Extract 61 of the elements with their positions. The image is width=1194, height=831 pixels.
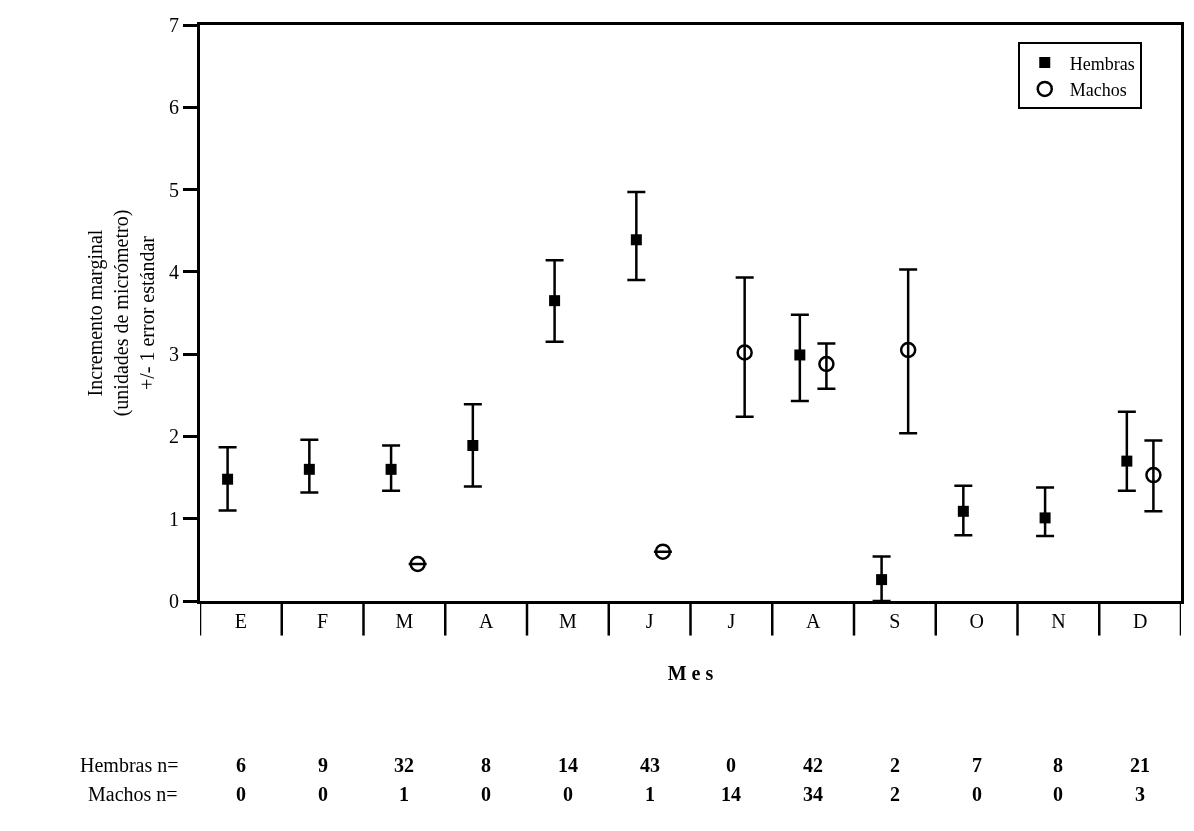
text: 8 <box>481 754 491 776</box>
text: 0 <box>1053 783 1063 805</box>
text: Machos n= <box>88 783 178 805</box>
text: 14 <box>721 783 741 805</box>
text: 0 <box>563 783 573 805</box>
point <box>630 234 642 246</box>
x-tick-label: A <box>805 610 821 632</box>
text: 32 <box>394 754 414 776</box>
point <box>222 473 234 485</box>
y-tick-label: 1 <box>169 507 179 530</box>
text: 0 <box>481 783 491 805</box>
text: 0 <box>972 783 982 805</box>
text: 21 <box>1130 754 1150 776</box>
point <box>876 574 888 586</box>
text: 34 <box>803 783 823 805</box>
text: 6 <box>236 754 246 776</box>
text: 2 <box>890 783 900 805</box>
x-tick-label: D <box>1132 610 1148 632</box>
point <box>957 505 969 517</box>
x-tick-label: E <box>234 610 247 632</box>
x-tick-label: J <box>727 610 736 632</box>
y-tick-label: 3 <box>169 343 179 366</box>
y-tick-label: 0 <box>169 590 179 612</box>
point <box>1121 455 1133 467</box>
text: 0 <box>236 783 246 805</box>
x-tick-label: J <box>645 610 654 632</box>
point <box>385 463 397 475</box>
x-tick-label: S <box>889 610 901 632</box>
y-axis-title: Incremento marginal (unidades de micrómetro) +/- 1 error estándar <box>83 209 158 417</box>
text: 42 <box>803 754 823 776</box>
text: 0 <box>318 783 328 805</box>
text: 8 <box>1053 754 1063 776</box>
x-tick-label: M <box>395 610 414 632</box>
point <box>549 295 561 307</box>
x-axis-title: M e s <box>667 661 714 684</box>
x-tick-label: M <box>558 610 577 632</box>
text: 7 <box>972 754 982 776</box>
text: 14 <box>558 754 578 776</box>
text: Hembras n= <box>80 754 179 776</box>
x-tick-label: F <box>317 610 329 632</box>
y-tick-label: 4 <box>169 260 179 283</box>
text: 1 <box>399 783 409 805</box>
text: 9 <box>318 754 328 776</box>
text: 2 <box>890 754 900 776</box>
y-tick-label: 6 <box>169 96 179 119</box>
point <box>467 439 479 451</box>
point <box>1039 512 1051 524</box>
y-tick-label: 2 <box>169 425 179 448</box>
text: 3 <box>1135 783 1145 805</box>
text: 1 <box>645 783 655 805</box>
x-tick-label: A <box>478 610 494 632</box>
legend-label: Machos <box>1069 79 1127 100</box>
point <box>303 463 315 475</box>
y-tick-label: 5 <box>169 178 179 201</box>
y-tick-label: 7 <box>169 14 179 36</box>
x-tick-label: O <box>969 610 984 632</box>
x-tick-label: N <box>1051 610 1066 632</box>
legend-label: Hembras <box>1069 53 1135 74</box>
point <box>794 349 806 361</box>
text: 43 <box>640 754 660 776</box>
text: 0 <box>726 754 736 776</box>
